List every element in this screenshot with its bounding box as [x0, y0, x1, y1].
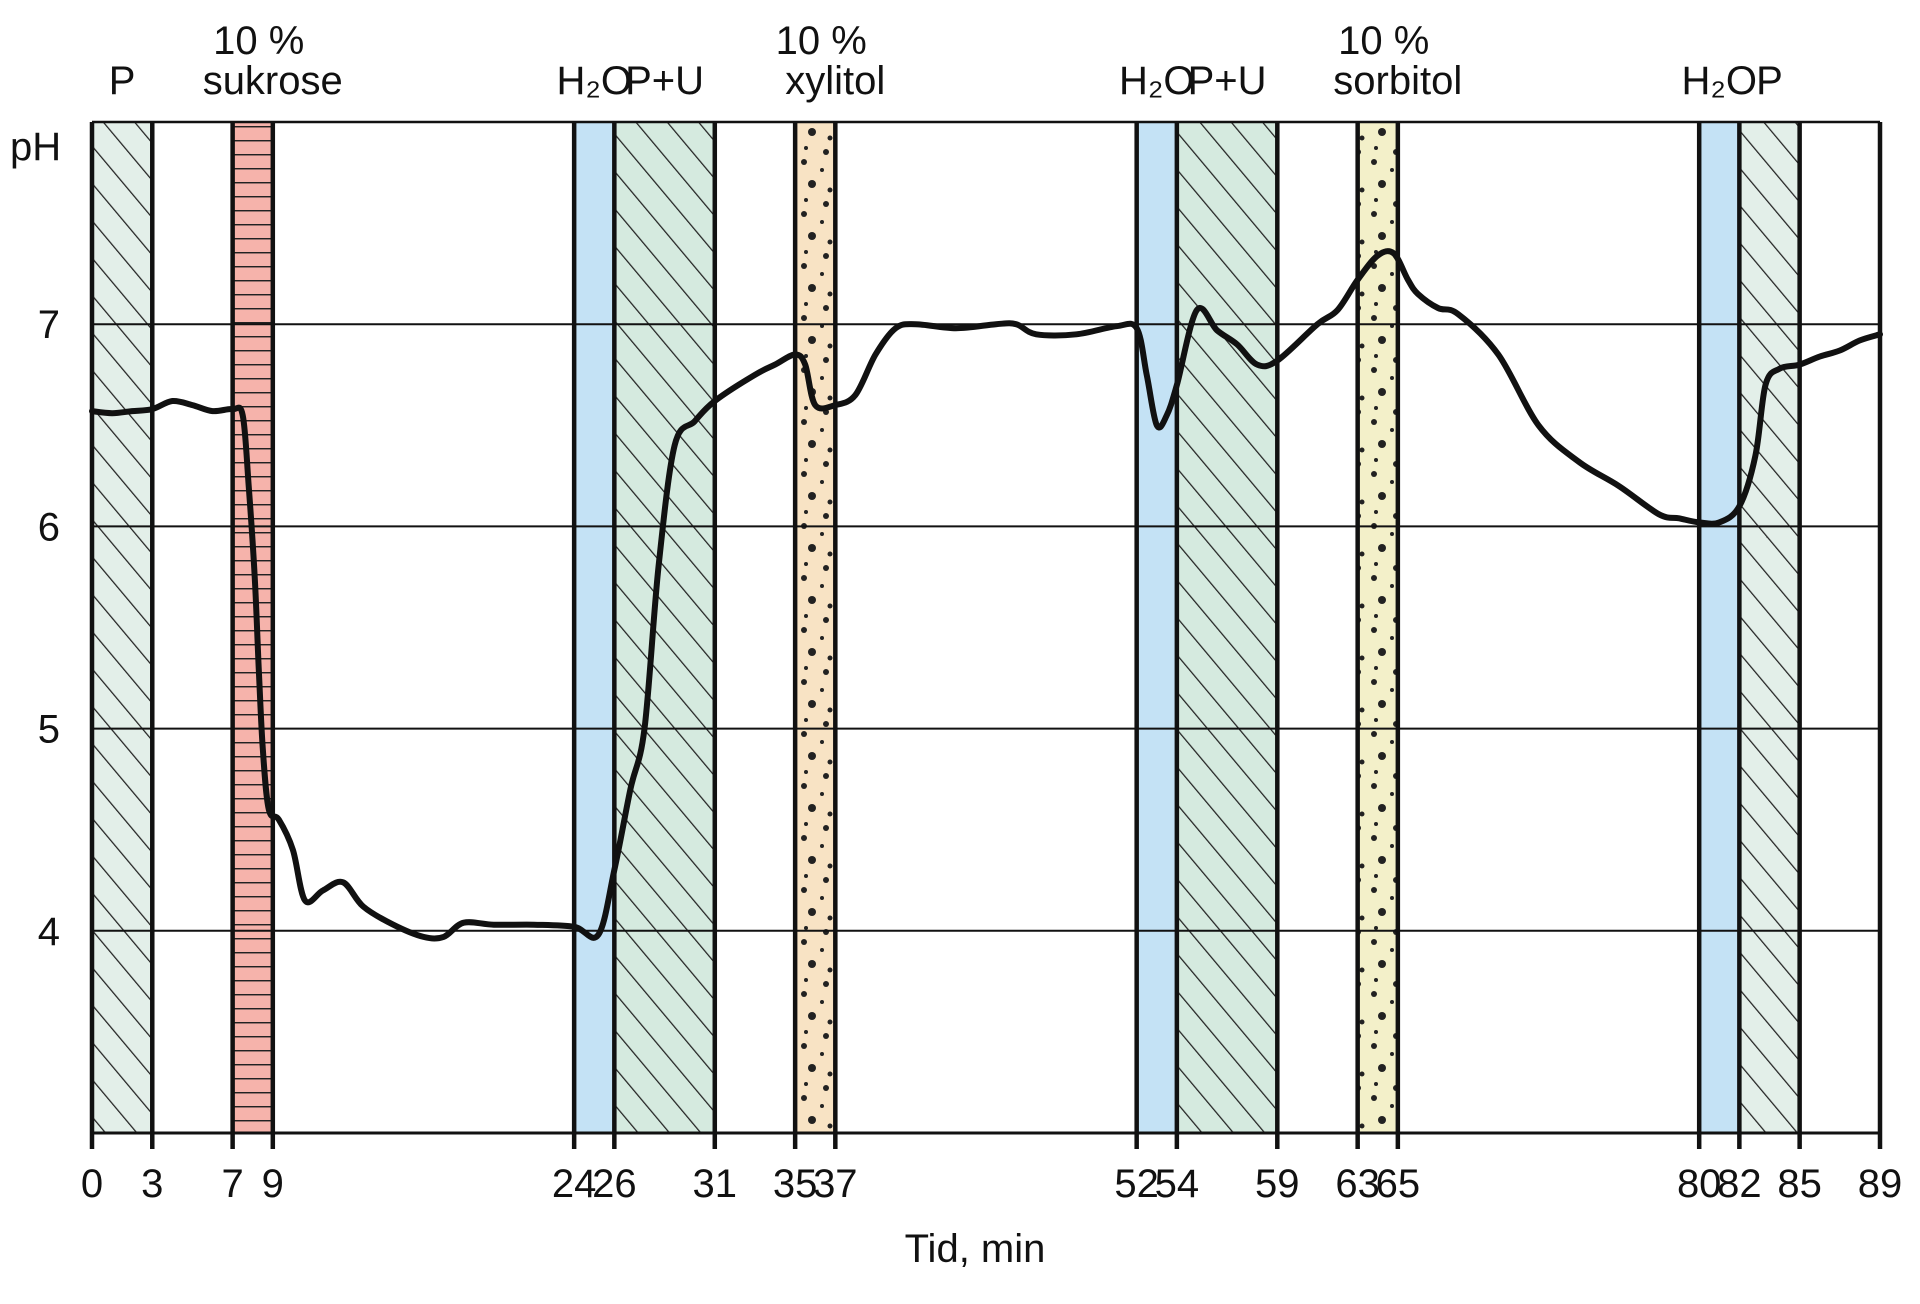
band-label-1: sukrose	[203, 59, 343, 103]
x-tick-label-3: 3	[141, 1162, 163, 1206]
x-tick-label-63: 63	[1335, 1162, 1380, 1206]
y-tick-label-5: 5	[38, 708, 60, 752]
band-pattern-0	[92, 122, 153, 1133]
band-label-2: H₂O	[556, 59, 632, 103]
x-tick-label-35: 35	[773, 1162, 818, 1206]
band-water-8	[1699, 122, 1740, 1133]
band-label-9: P	[1756, 59, 1783, 103]
y-tick-label-7: 7	[38, 303, 60, 347]
band-label-5: H₂O	[1119, 59, 1195, 103]
band-label-top-1: 10 %	[213, 19, 304, 63]
y-axis-label: pH	[10, 125, 61, 169]
x-axis-label: Tid, min	[905, 1227, 1046, 1271]
band-pattern-7	[1357, 122, 1398, 1133]
band-water-2	[574, 122, 615, 1133]
x-tick-label-52: 52	[1114, 1162, 1159, 1206]
band-pattern-4	[795, 122, 836, 1133]
band-label-3: P+U	[625, 59, 704, 103]
x-tick-label-54: 54	[1155, 1162, 1200, 1206]
band-label-top-7: 10 %	[1338, 19, 1429, 63]
x-tick-label-24: 24	[552, 1162, 597, 1206]
x-tick-label-82: 82	[1717, 1162, 1762, 1206]
band-label-6: P+U	[1188, 59, 1267, 103]
band-label-0: P	[109, 59, 136, 103]
band-pattern-9	[1739, 122, 1800, 1133]
x-tick-label-37: 37	[813, 1162, 858, 1206]
band-pattern-1	[232, 122, 273, 1133]
y-tick-label-6: 6	[38, 505, 60, 549]
band-label-4: xylitol	[785, 59, 885, 103]
band-pattern-6	[1176, 122, 1278, 1133]
x-tick-label-85: 85	[1777, 1162, 1822, 1206]
x-tick-label-31: 31	[693, 1162, 738, 1206]
y-tick-label-4: 4	[38, 910, 60, 954]
x-tick-label-9: 9	[262, 1162, 284, 1206]
band-water-5	[1136, 122, 1177, 1133]
x-tick-label-80: 80	[1677, 1162, 1722, 1206]
band-label-8: H₂O	[1682, 59, 1758, 103]
x-tick-label-65: 65	[1376, 1162, 1421, 1206]
ph-series-line-0	[89, 248, 1883, 942]
series-layer	[89, 248, 1883, 942]
band-label-top-4: 10 %	[776, 19, 867, 63]
x-tick-label-89: 89	[1858, 1162, 1903, 1206]
grid	[89, 120, 1883, 1149]
band-pattern-3	[614, 122, 715, 1133]
x-tick-label-0: 0	[81, 1162, 103, 1206]
band-label-7: sorbitol	[1333, 59, 1462, 103]
x-tick-label-26: 26	[592, 1162, 637, 1206]
x-tick-label-59: 59	[1255, 1162, 1300, 1206]
x-tick-label-7: 7	[222, 1162, 244, 1206]
